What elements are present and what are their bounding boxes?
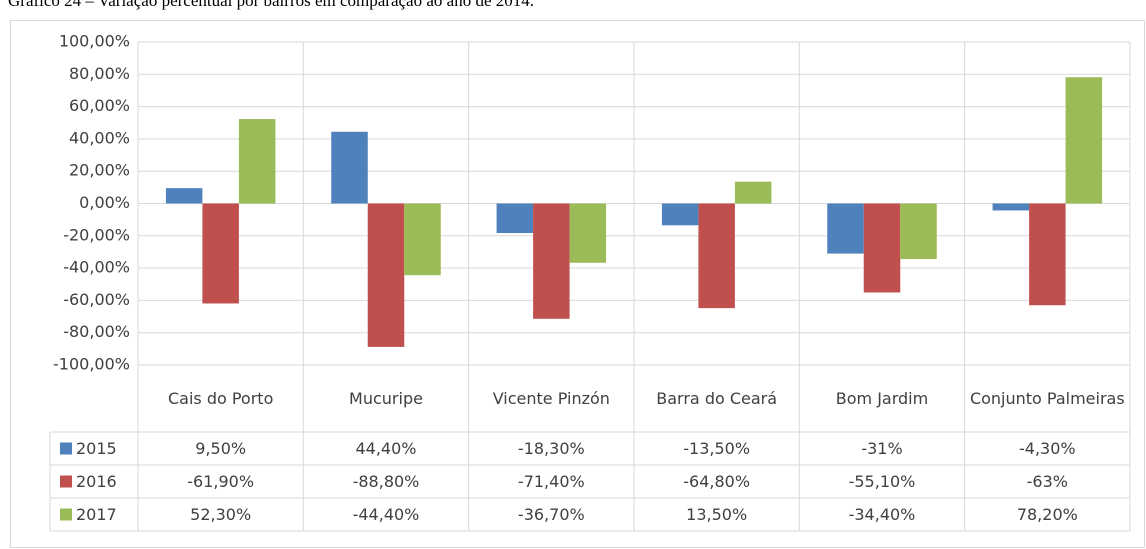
table-cell: -18,30% (517, 438, 585, 458)
bar (238, 119, 276, 204)
bar (331, 131, 368, 204)
bar (698, 203, 735, 309)
bar (900, 203, 937, 260)
y-tick-label: 60,00% (69, 96, 130, 115)
table-cell: -88,80% (352, 471, 420, 491)
table-cell: 13,50% (686, 504, 748, 524)
table-cell: -34,40% (848, 504, 916, 524)
x-tick-label: Bom Jardim (835, 388, 929, 408)
bar (827, 203, 864, 254)
y-tick-label: -20,00% (63, 225, 130, 244)
y-tick-label: -100,00% (53, 355, 130, 374)
y-tick-label: -80,00% (63, 322, 130, 341)
table-cell: -61,90% (187, 471, 255, 491)
x-tick-label: Barra do Ceará (656, 388, 778, 408)
legend-label: 2016 (76, 472, 117, 491)
bar (165, 188, 203, 204)
y-tick-label: 100,00% (59, 32, 130, 51)
bar (992, 203, 1030, 211)
bar (1029, 203, 1066, 306)
x-tick-label: Vicente Pinzón (492, 388, 610, 408)
table-cell: -55,10% (848, 471, 916, 491)
legend-swatch (60, 508, 72, 521)
bar (863, 203, 901, 293)
bar (367, 203, 405, 347)
table-cell: -4,30% (1019, 438, 1076, 458)
x-tick-label: Mucuripe (349, 388, 423, 408)
legend-label: 2017 (76, 505, 117, 524)
bar (496, 203, 534, 234)
table-cell: -36,70% (517, 504, 585, 524)
y-tick-label: 20,00% (69, 161, 130, 180)
bar (1065, 77, 1103, 204)
chart-border (10, 20, 1145, 548)
bar (661, 203, 699, 226)
table-cell: -63% (1026, 471, 1068, 491)
x-tick-label: Cais do Porto (167, 388, 274, 408)
y-tick-label: -60,00% (63, 290, 130, 309)
legend-swatch (60, 475, 72, 488)
table-cell: -31% (861, 438, 903, 458)
bar (734, 181, 772, 204)
table-cell: 44,40% (355, 438, 417, 458)
y-tick-label: 0,00% (79, 193, 130, 212)
table-cell: 78,20% (1016, 504, 1078, 524)
bar (202, 203, 239, 304)
table-cell: -44,40% (352, 504, 420, 524)
y-tick-label: 80,00% (69, 64, 130, 83)
table-cell: -64,80% (683, 471, 751, 491)
y-tick-label: 40,00% (69, 128, 130, 147)
bar (569, 203, 607, 263)
legend-label: 2015 (76, 439, 117, 458)
table-cell: -13,50% (683, 438, 751, 458)
table-cell: -71,40% (517, 471, 585, 491)
chart-title: Gráfico 24 – Variação percentual por bai… (8, 0, 534, 10)
x-tick-label: Conjunto Palmeiras (969, 388, 1125, 408)
y-tick-label: -40,00% (63, 258, 130, 277)
table-cell: 52,30% (190, 504, 252, 524)
bar (404, 203, 441, 276)
bar (533, 203, 570, 319)
table-cell: 9,50% (195, 438, 247, 458)
legend-swatch (60, 442, 72, 455)
